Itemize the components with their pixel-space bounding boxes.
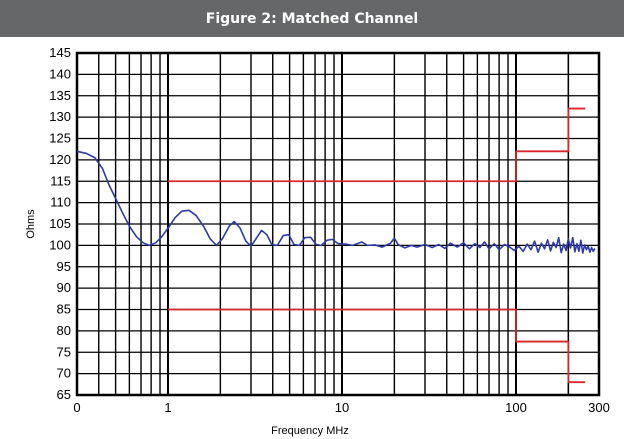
y-tick-label: 100 bbox=[49, 237, 71, 252]
y-tick-label: 140 bbox=[49, 66, 71, 81]
y-tick-label: 115 bbox=[50, 173, 71, 188]
y-tick-label: 95 bbox=[57, 259, 71, 274]
y-tick-label: 90 bbox=[57, 280, 71, 295]
series-line-1 bbox=[167, 107, 586, 183]
x-axis-label: Frequency MHz bbox=[271, 425, 349, 437]
x-tick-label: 100 bbox=[505, 400, 527, 415]
x-tick-label: 10 bbox=[335, 400, 349, 415]
y-tick-label: 120 bbox=[49, 152, 71, 167]
y-tick-label: 65 bbox=[57, 387, 71, 402]
chart-svg: 6570758085909510010511011512012513013514… bbox=[25, 45, 610, 437]
y-tick-label: 70 bbox=[57, 366, 71, 381]
y-tick-label: 75 bbox=[57, 344, 71, 359]
x-tick-label: 300 bbox=[588, 400, 610, 415]
series-line-0 bbox=[76, 150, 596, 254]
chart-title-bar: Figure 2: Matched Channel bbox=[0, 0, 624, 37]
chart-title: Figure 2: Matched Channel bbox=[205, 10, 419, 27]
x-tick-labels: 0 1 10 100 300 bbox=[73, 400, 609, 415]
y-tick-label: 110 bbox=[50, 195, 71, 210]
y-tick-label: 85 bbox=[57, 302, 71, 317]
series-group bbox=[76, 107, 596, 384]
y-tick-labels: 65 70 75 80 85 90 95 100 105 110 115 120 125 130 135 14… bbox=[49, 45, 71, 402]
y-tick-label: 105 bbox=[49, 216, 71, 231]
x-tick-label: 1 bbox=[164, 400, 171, 415]
y-axis-label: Ohms bbox=[25, 209, 37, 239]
y-tick-label: 125 bbox=[49, 131, 71, 146]
y-tick-label: 80 bbox=[57, 323, 71, 338]
x-tick-label: 0 bbox=[73, 400, 80, 415]
y-tick-label: 135 bbox=[49, 88, 71, 103]
y-tick-label: 130 bbox=[49, 109, 71, 124]
series-line-2 bbox=[167, 308, 586, 384]
y-tick-label: 145 bbox=[49, 45, 71, 60]
plot-border bbox=[75, 51, 601, 397]
